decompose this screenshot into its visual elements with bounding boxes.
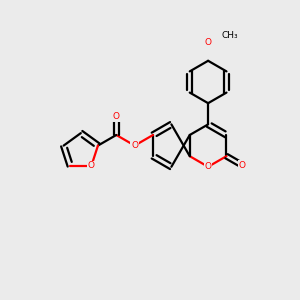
Text: O: O	[113, 112, 120, 122]
Text: O: O	[205, 38, 212, 47]
Text: O: O	[205, 162, 212, 171]
Text: CH₃: CH₃	[221, 31, 238, 40]
Text: O: O	[238, 161, 246, 170]
Text: O: O	[88, 161, 95, 170]
Text: O: O	[131, 141, 138, 150]
